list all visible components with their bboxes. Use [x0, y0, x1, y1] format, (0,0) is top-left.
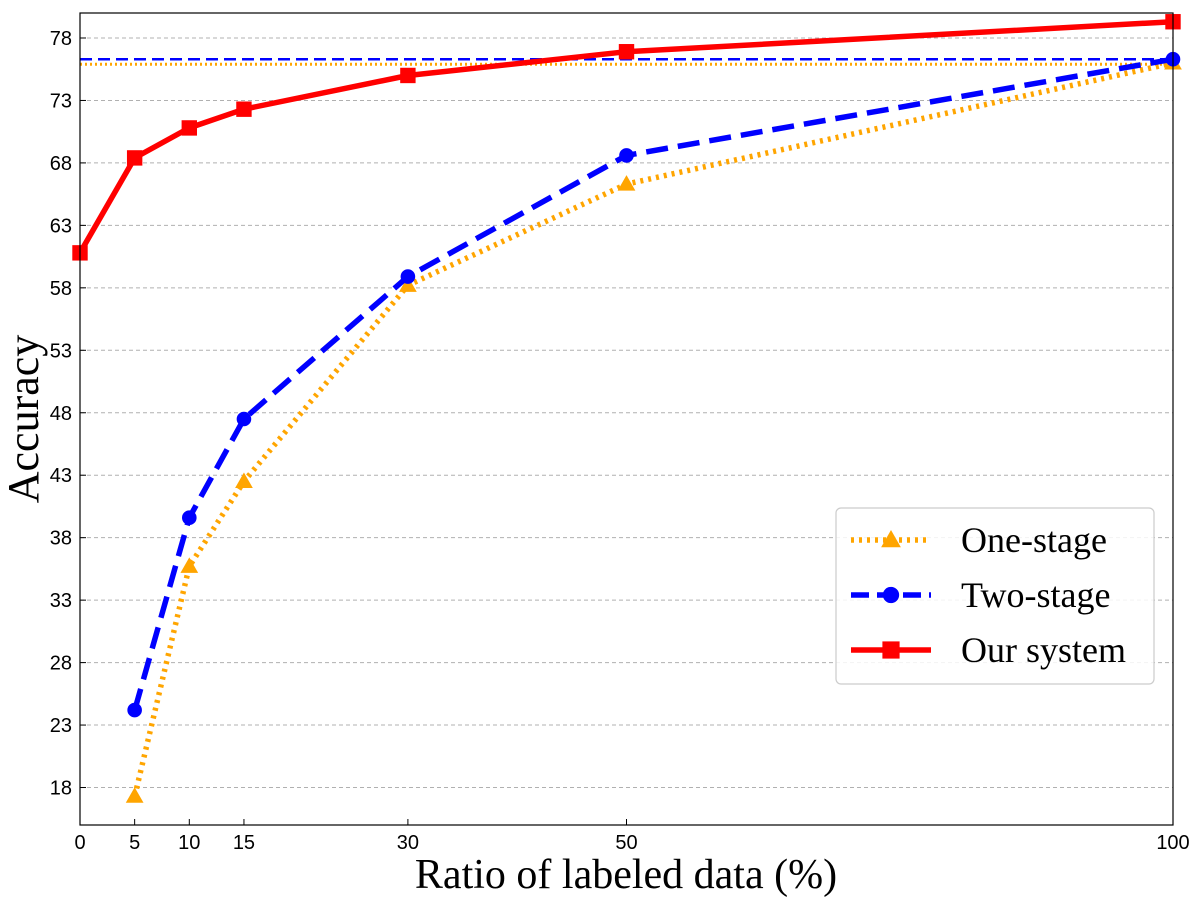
reference-lines	[80, 57, 1173, 66]
series-line-1	[132, 56, 1174, 711]
y-tick-label-43: 43	[50, 465, 72, 487]
data-point-0-1	[180, 557, 199, 573]
data-point-2-1	[126, 150, 143, 166]
data-point-0-4	[617, 175, 636, 191]
series-2	[72, 14, 1181, 261]
data-point-2-3	[236, 101, 252, 117]
data-point-0-2	[235, 472, 253, 488]
series-line-0	[132, 60, 1174, 797]
y-axis: 18 23 28 33 38 43 48 53 58 63 68 73 78	[50, 28, 86, 800]
y-tick-label-58: 58	[50, 278, 72, 300]
y-tick-label-78: 78	[50, 28, 72, 50]
series-group	[72, 14, 1182, 803]
y-tick-label-18: 18	[50, 778, 72, 800]
x-tick-label-15: 15	[233, 832, 255, 854]
y-tick-label-73: 73	[50, 90, 72, 112]
y-tick-label-53: 53	[50, 340, 72, 362]
y-tick-label-48: 48	[50, 403, 72, 425]
legend-label-1: Two-stage	[961, 575, 1110, 615]
x-tick-label-0: 0	[74, 832, 85, 854]
legend-label-0: One-stage	[961, 520, 1107, 560]
y-tick-label-38: 38	[50, 528, 72, 550]
legend-marker-2	[882, 641, 900, 659]
y-tick-label-68: 68	[50, 153, 72, 175]
data-point-1-3	[400, 269, 416, 284]
legend-marker-0	[881, 529, 901, 548]
y-tick-label-28: 28	[50, 653, 72, 675]
y-tick-label-23: 23	[50, 715, 72, 737]
series-1	[127, 51, 1181, 718]
x-tick-label-100: 100	[1156, 832, 1189, 854]
x-axis-title: Ratio of labeled data (%)	[415, 852, 837, 898]
data-point-1-0	[127, 702, 142, 718]
data-point-0-0	[125, 787, 144, 803]
legend-frame	[835, 507, 1155, 685]
y-axis-title: Accuracy	[0, 335, 48, 504]
data-point-2-5	[618, 44, 635, 60]
legend-label-2: Our system	[961, 630, 1126, 670]
data-point-1-4	[619, 148, 634, 163]
legend: One-stage Two-stage Our system	[835, 507, 1155, 685]
series-0	[125, 53, 1182, 803]
legend-marker-1	[882, 586, 900, 604]
x-tick-label-5: 5	[129, 832, 140, 854]
x-tick-label-50: 50	[615, 832, 637, 854]
y-tick-label-33: 33	[50, 590, 72, 612]
data-point-2-2	[181, 120, 198, 136]
grid-lines	[80, 37, 1173, 789]
data-point-1-2	[236, 411, 252, 427]
data-point-1-1	[182, 510, 197, 525]
x-axis: 0 5 10 15 30 50 100	[74, 819, 1190, 854]
data-point-2-4	[400, 67, 416, 84]
data-point-0-3	[399, 276, 417, 292]
x-tick-label-30: 30	[397, 832, 419, 854]
y-tick-label-63: 63	[50, 215, 72, 237]
x-tick-label-10: 10	[178, 832, 200, 854]
